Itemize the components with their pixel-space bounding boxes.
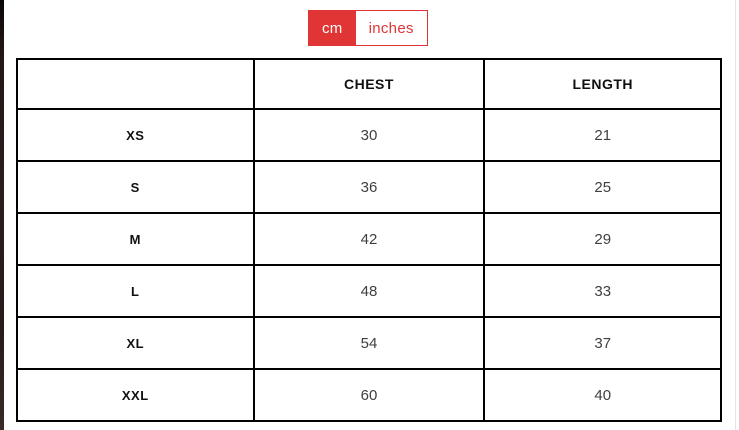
size-label: L <box>16 264 255 318</box>
size-label: XS <box>16 108 255 162</box>
unit-toggle: cm inches <box>308 10 428 46</box>
chest-value: 42 <box>252 212 486 266</box>
length-value: 29 <box>483 212 722 266</box>
chest-value: 48 <box>252 264 486 318</box>
chest-value: 54 <box>252 316 486 370</box>
table-row-s: S 36 25 <box>16 160 722 214</box>
length-value: 33 <box>483 264 722 318</box>
length-value: 37 <box>483 316 722 370</box>
chest-value: 36 <box>252 160 486 214</box>
table-row-xl: XL 54 37 <box>16 316 722 370</box>
chest-value: 30 <box>252 108 486 162</box>
length-value: 40 <box>483 368 722 422</box>
chest-value: 60 <box>252 368 486 422</box>
size-label: M <box>16 212 255 266</box>
length-value: 21 <box>483 108 722 162</box>
table-header-row: CHEST LENGTH <box>16 58 722 110</box>
chest-column-header: CHEST <box>252 58 486 110</box>
table-row-xxl: XXL 60 40 <box>16 368 722 422</box>
unit-toggle-cm-button[interactable]: cm <box>309 11 356 45</box>
table-row-l: L 48 33 <box>16 264 722 318</box>
length-value: 25 <box>483 160 722 214</box>
size-label: XL <box>16 316 255 370</box>
right-edge-divider <box>735 0 736 430</box>
unit-toggle-inches-button[interactable]: inches <box>356 11 427 45</box>
left-edge-strip <box>0 0 4 430</box>
size-label: S <box>16 160 255 214</box>
length-column-header: LENGTH <box>483 58 722 110</box>
size-label: XXL <box>16 368 255 422</box>
table-row-m: M 42 29 <box>16 212 722 266</box>
table-row-xs: XS 30 21 <box>16 108 722 162</box>
size-column-header-empty <box>16 58 255 110</box>
size-chart-table: CHEST LENGTH XS 30 21 S 36 25 M 42 29 L … <box>16 58 722 422</box>
